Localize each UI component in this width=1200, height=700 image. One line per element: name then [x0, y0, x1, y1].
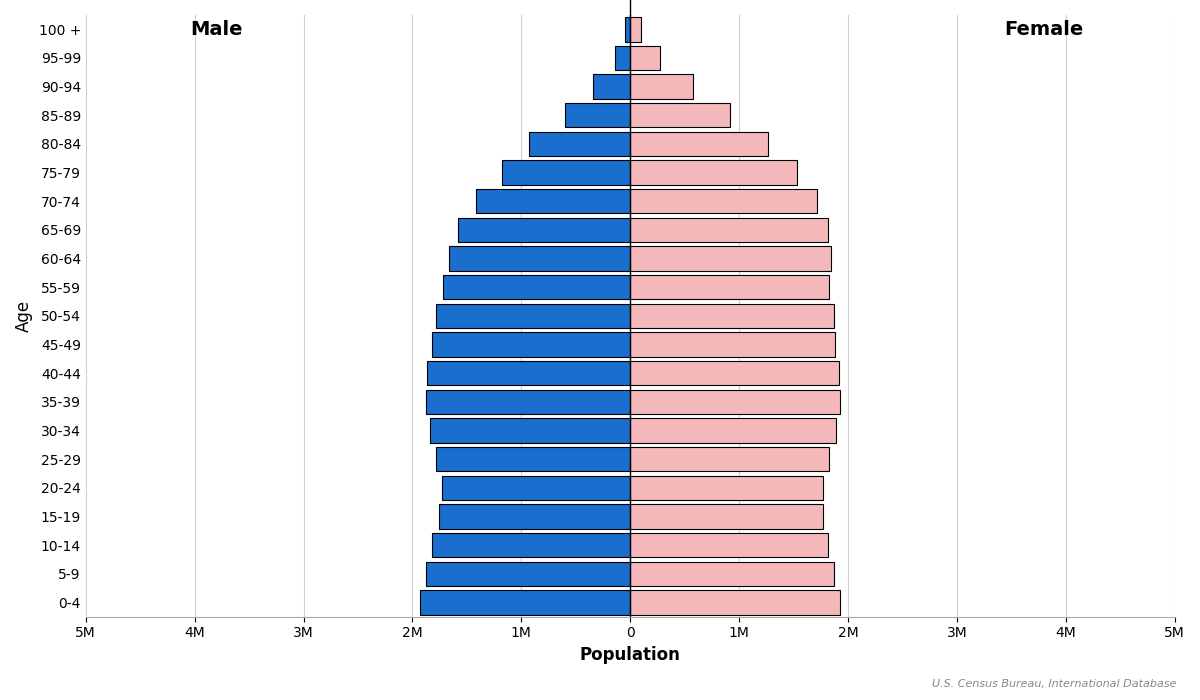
Bar — [630, 160, 797, 185]
Bar — [630, 561, 834, 586]
Bar — [630, 304, 834, 328]
Bar — [630, 361, 839, 385]
Bar — [625, 17, 630, 41]
Text: Male: Male — [191, 20, 242, 38]
Bar — [430, 419, 630, 442]
Bar — [450, 246, 630, 271]
Bar — [630, 218, 828, 242]
Bar — [502, 160, 630, 185]
Bar — [420, 590, 630, 615]
Bar — [614, 46, 630, 70]
Y-axis label: Age: Age — [14, 300, 32, 332]
Bar — [432, 533, 630, 557]
Bar — [475, 189, 630, 213]
Bar — [426, 361, 630, 385]
Bar — [630, 17, 641, 41]
Bar — [630, 590, 840, 615]
Text: Female: Female — [1004, 20, 1084, 38]
Bar — [630, 390, 840, 414]
Bar — [630, 504, 823, 528]
Bar — [565, 103, 630, 127]
Bar — [529, 132, 630, 156]
Bar — [630, 419, 836, 442]
Text: U.S. Census Bureau, International Database: U.S. Census Bureau, International Databa… — [931, 680, 1176, 689]
Bar — [630, 46, 660, 70]
X-axis label: Population: Population — [580, 646, 680, 664]
Bar — [443, 275, 630, 300]
Bar — [630, 533, 828, 557]
Bar — [458, 218, 630, 242]
Bar — [432, 332, 630, 357]
Bar — [426, 390, 630, 414]
Bar — [593, 74, 630, 99]
Bar — [630, 275, 829, 300]
Bar — [630, 246, 830, 271]
Bar — [630, 74, 694, 99]
Bar — [630, 103, 731, 127]
Bar — [630, 475, 823, 500]
Bar — [630, 332, 835, 357]
Bar — [426, 561, 630, 586]
Bar — [437, 447, 630, 471]
Bar — [442, 475, 630, 500]
Bar — [630, 447, 829, 471]
Bar — [438, 504, 630, 528]
Bar — [630, 132, 768, 156]
Bar — [437, 304, 630, 328]
Bar — [630, 189, 817, 213]
